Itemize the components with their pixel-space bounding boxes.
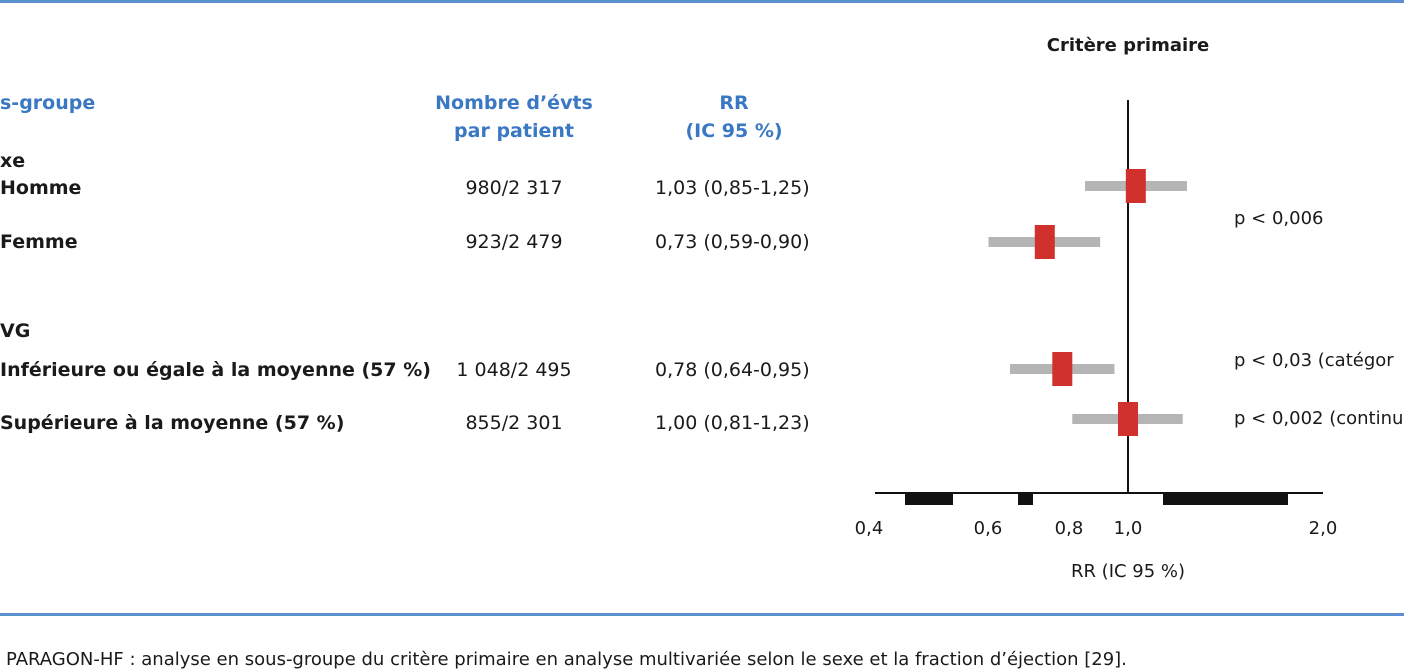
row-label-homme: Homme [0, 177, 82, 199]
row-events-fevg-low: 1 048/2 495 [456, 359, 572, 381]
rr-point [1052, 352, 1073, 386]
row-rr-fevg-low: 0,78 (0,64-0,95) [655, 359, 810, 381]
x-tick-label: 2,0 [1309, 518, 1338, 539]
row-label-fevg-high: Supérieure à la moyenne (57 %) [0, 412, 345, 434]
row-label-fevg-low: Inférieure ou égale à la moyenne (57 %) [0, 359, 431, 381]
forest-plot: 0,4 0,6 0,8 1,0 2,0 [855, 100, 1338, 539]
x-axis-label: RR (IC 95 %) [1070, 561, 1186, 582]
row-events-femme: 923/2 479 [465, 231, 563, 253]
x-tick-label: 1,0 [1114, 518, 1143, 539]
group-label-fevg: VG [0, 320, 31, 342]
row-rr-fevg-high: 1,00 (0,81-1,23) [655, 412, 810, 434]
x-axis-segment-1 [1018, 493, 1033, 505]
rr-point [1034, 225, 1055, 259]
x-tick-label: 0,6 [974, 518, 1003, 539]
figure-caption: PARAGON-HF : analyse en sous-groupe du c… [6, 649, 1127, 670]
x-axis-segment-2 [1163, 493, 1288, 505]
row-rr-homme: 1,03 (0,85-1,25) [655, 177, 810, 199]
rr-header-line2: (IC 95 %) [685, 120, 783, 142]
p-value-fe-categorical: p < 0,03 (catégor [1234, 350, 1394, 371]
events-header-line2: par patient [454, 120, 574, 142]
row-label-femme: Femme [0, 231, 78, 253]
x-tick-label: 0,4 [855, 518, 884, 539]
rr-point [1125, 169, 1146, 203]
rr-point [1118, 402, 1138, 436]
top-rule [0, 0, 1404, 3]
events-header-line1: Nombre d’évts [435, 92, 593, 114]
row-events-homme: 980/2 317 [465, 177, 563, 199]
x-axis-segment-0 [905, 493, 953, 505]
row-events-fevg-high: 855/2 301 [465, 412, 563, 434]
group-label-sex: xe [0, 150, 26, 172]
p-value-sex: p < 0,006 [1234, 208, 1324, 229]
chart-title: Critère primaire [1046, 35, 1210, 56]
rr-header-line1: RR [719, 92, 749, 114]
x-tick-label: 0,8 [1055, 518, 1084, 539]
subgroup-header: s-groupe [0, 92, 96, 114]
row-rr-femme: 0,73 (0,59-0,90) [655, 231, 810, 253]
caption-rule [0, 613, 1404, 616]
p-value-fe-continuous: p < 0,002 (continu [1234, 408, 1404, 429]
